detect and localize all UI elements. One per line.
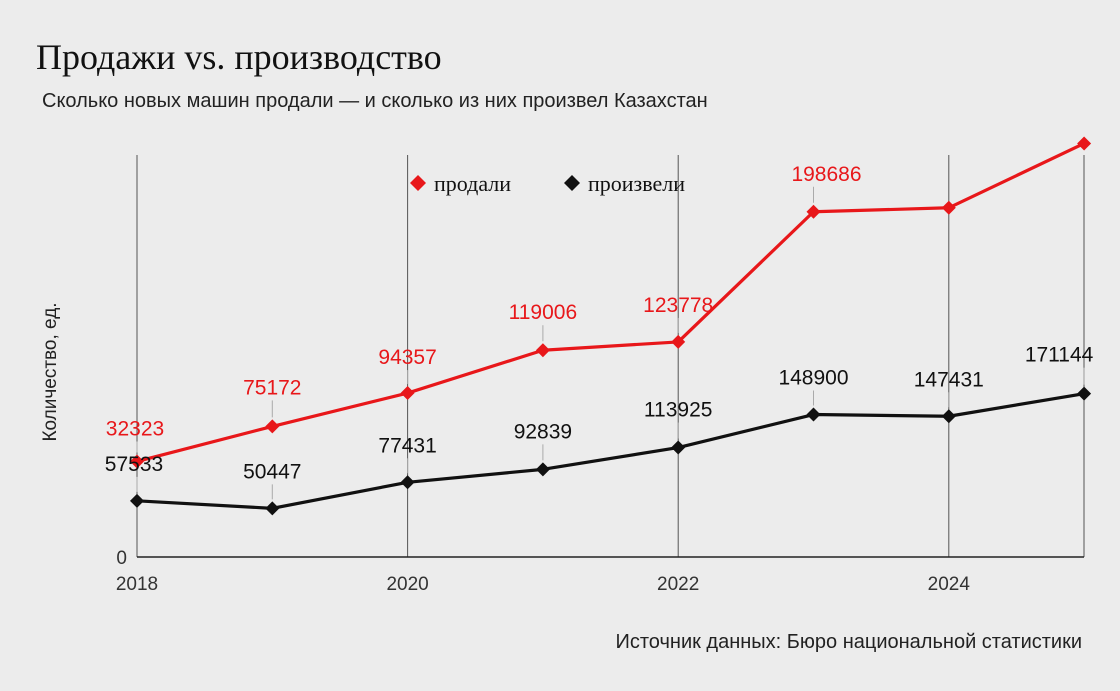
data-label-1-2021: 92839 [514, 420, 572, 443]
data-label-0-2019: 75172 [243, 376, 301, 399]
y-axis-title: Количество, ед. [40, 302, 61, 441]
x-tick-label-2024: 2024 [928, 574, 971, 595]
legend-label-1: произвели [588, 171, 685, 196]
data-label-0-2023: 198686 [791, 163, 861, 186]
data-point-1-2018 [130, 493, 144, 508]
data-point-1-2023 [806, 407, 821, 422]
chart-subtitle: Сколько новых машин продали — и сколько … [42, 90, 708, 112]
data-point-0-2024 [941, 200, 956, 215]
data-point-1-2022 [671, 440, 686, 455]
legend-label-0: продали [434, 171, 511, 196]
data-point-1-2024 [941, 409, 956, 424]
data-point-1-2019 [265, 501, 280, 516]
data-point-0-2022 [671, 334, 686, 349]
data-label-0-2021: 119006 [509, 301, 578, 324]
legend: продали произвели [410, 171, 685, 196]
data-label-0-2020: 94357 [378, 346, 436, 369]
data-point-0-2023 [806, 204, 821, 219]
data-point-1-2025 [1077, 386, 1092, 401]
data-labels: 32323 75172 94357 119006 123778 198686 57533 50… [105, 163, 1094, 500]
chart-title: Продажи vs. производство [36, 37, 442, 77]
data-label-1-2022: 113925 [644, 399, 713, 422]
data-point-1-2021 [535, 462, 550, 477]
x-tick-label-2020: 2020 [386, 574, 428, 595]
series-line-1 [136, 392, 1085, 510]
data-label-1-2020: 77431 [378, 434, 436, 457]
axes: 2018 2020 2022 2024 0 Количество, ед. [40, 302, 1084, 595]
y-tick-label-zero: 0 [116, 548, 127, 569]
data-label-0-2018: 32323 [106, 417, 164, 440]
data-point-0-2025 [1077, 136, 1092, 151]
data-point-0-2018 [130, 454, 144, 469]
data-label-0-2022: 123778 [643, 294, 713, 317]
x-tick-label-2018: 2018 [116, 574, 158, 595]
data-label-1-2023: 148900 [778, 367, 848, 390]
legend-marker-1 [564, 175, 580, 191]
data-source-note: Источник данных: Бюро национальной стати… [615, 631, 1082, 653]
series-lines [130, 136, 1092, 516]
legend-marker-0 [410, 175, 426, 191]
data-point-0-2021 [535, 343, 550, 358]
data-label-1-2025: 171144 [1025, 344, 1094, 367]
series-line-0 [136, 142, 1085, 463]
data-label-1-2019: 50447 [243, 460, 301, 483]
data-point-1-2020 [400, 475, 415, 490]
data-label-1-2018: 57533 [105, 453, 163, 476]
data-point-0-2019 [265, 419, 280, 434]
x-tick-label-2022: 2022 [657, 574, 699, 595]
data-point-0-2020 [400, 386, 415, 401]
data-label-1-2024: 147431 [914, 368, 984, 391]
grid-lines [136, 155, 1085, 557]
